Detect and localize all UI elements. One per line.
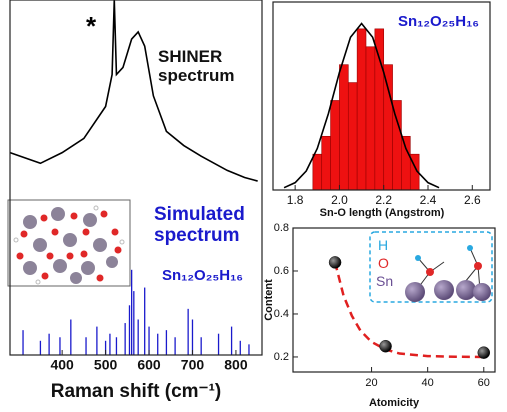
legend-sn: Sn [376, 274, 393, 289]
x-tick-label: 40 [422, 377, 434, 389]
bar [331, 100, 340, 190]
bar [384, 65, 393, 190]
bar [339, 65, 348, 190]
point [478, 347, 490, 359]
bar [313, 154, 322, 190]
y-axis-label: Content [263, 279, 275, 321]
x-tick-label: 500 [94, 357, 118, 373]
simulated-label: Simulated spectrum [154, 205, 254, 247]
bar [401, 136, 410, 190]
x-tick-label: 2.6 [464, 193, 481, 207]
x-tick-label: 20 [365, 377, 377, 389]
y-tick-label: 0.6 [274, 265, 289, 277]
x-tick-label: 1.8 [287, 193, 304, 207]
bar [366, 47, 375, 190]
bar [375, 29, 384, 190]
x-tick-label: 2.0 [331, 193, 348, 207]
formula-label: Sn₁₂O₂₅H₁₆ [162, 268, 243, 285]
molecule-inset [8, 200, 130, 286]
x-tick-label: 700 [181, 357, 205, 373]
bar [348, 83, 357, 190]
x-tick-label: 800 [224, 357, 248, 373]
point [380, 340, 392, 352]
peak-marker: * [86, 12, 96, 41]
bar [393, 100, 402, 190]
bar [322, 136, 331, 190]
page: 400 500 600 700 800Raman shift (cm⁻¹) 1.8 2.0 2… [0, 0, 507, 412]
y-tick-label: 0.4 [274, 308, 289, 320]
shiner-label: SHINER spectrum [158, 48, 258, 85]
x-axis-label: Atomicity [369, 397, 420, 409]
x-tick-label: 2.2 [375, 193, 392, 207]
x-tick-label: 2.4 [420, 193, 437, 207]
data-line [10, 0, 258, 181]
bar [357, 29, 366, 190]
x-tick-label: 400 [50, 357, 74, 373]
y-tick-label: 0.8 [274, 222, 289, 234]
legend-h: H [378, 238, 388, 253]
y-tick-label: 0.2 [274, 351, 289, 363]
x-tick-label: 600 [137, 357, 161, 373]
x-axis-label: Raman shift (cm⁻¹) [51, 381, 222, 402]
x-axis-label: Sn-O length (Angstrom) [320, 207, 445, 219]
x-tick-label: 60 [478, 377, 490, 389]
formula-label: Sn₁₂O₂₅H₁₆ [398, 14, 479, 31]
point [329, 256, 341, 268]
legend-o: O [378, 256, 389, 271]
